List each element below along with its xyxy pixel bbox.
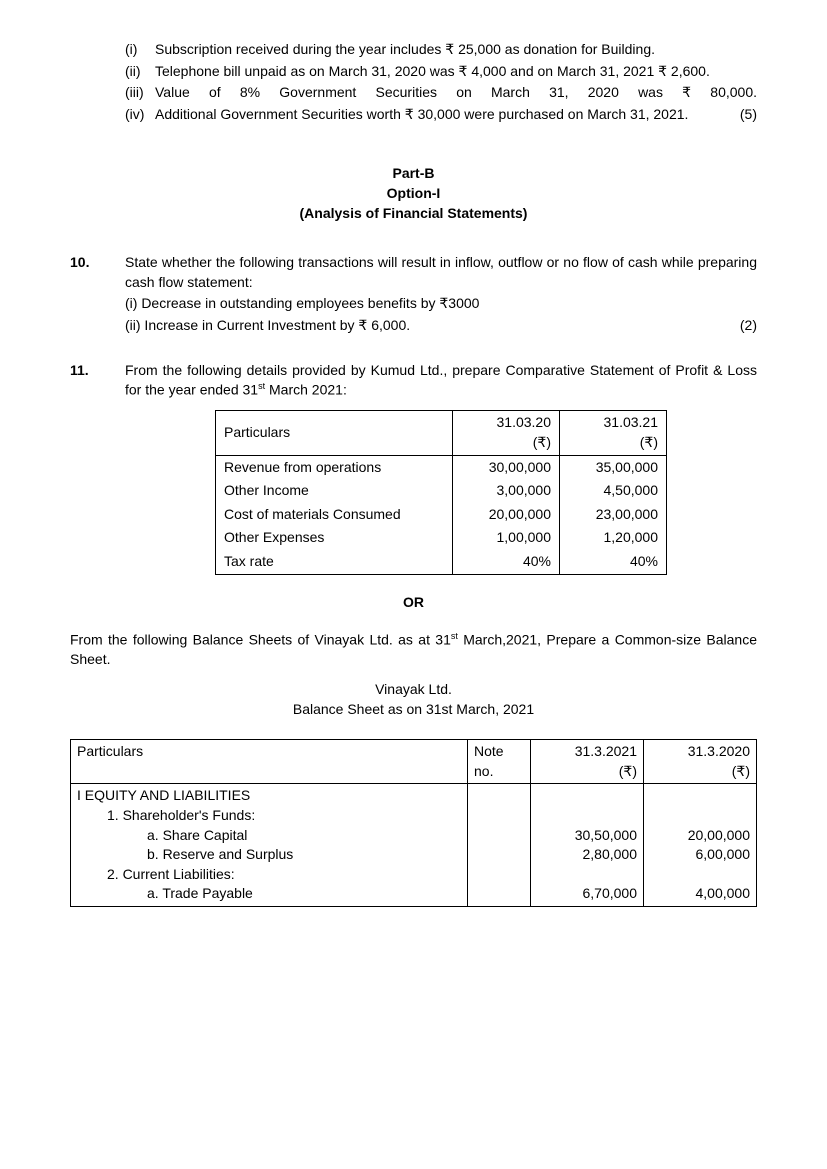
bs-note-cell (468, 784, 531, 907)
marks: (2) (740, 316, 757, 336)
table-row: Revenue from operations30,00,00035,00,00… (216, 455, 667, 479)
roman-num: (ii) (125, 62, 155, 82)
question-number: 11. (70, 361, 125, 575)
table-row: Other Income3,00,0004,50,000 (216, 479, 667, 503)
question-10: 10. State whether the following transact… (70, 253, 757, 335)
th-particulars: Particulars (216, 411, 453, 455)
table-header-row: Particulars Noteno. 31.3.2021(₹) 31.3.20… (71, 740, 757, 784)
th-2020: 31.3.2020(₹) (644, 740, 757, 784)
part-line2: Option-I (70, 184, 757, 204)
q11-alt-intro: From the following Balance Sheets of Vin… (70, 630, 757, 670)
roman-item: (i) Subscription received during the yea… (125, 40, 757, 60)
question-11: 11. From the following details provided … (70, 361, 757, 575)
bs-body-cell: I EQUITY AND LIABILITIES 1. Shareholder'… (71, 784, 468, 907)
intro-roman-list: (i) Subscription received during the yea… (125, 40, 757, 124)
table-row: I EQUITY AND LIABILITIES 1. Shareholder'… (71, 784, 757, 907)
roman-text: Telephone bill unpaid as on March 31, 20… (155, 62, 757, 82)
q10-sub1: (i) Decrease in outstanding employees be… (125, 294, 757, 314)
th-2021: 31.03.21(₹) (560, 411, 667, 455)
comparative-table: Particulars 31.03.20(₹) 31.03.21(₹) Reve… (215, 410, 667, 574)
table-row: Tax rate40%40% (216, 550, 667, 574)
question-number: 10. (70, 253, 125, 335)
th-2020: 31.03.20(₹) (453, 411, 560, 455)
q10-sub2: (ii) Increase in Current Investment by ₹… (125, 316, 757, 336)
balance-sheet-title: Vinayak Ltd. Balance Sheet as on 31st Ma… (70, 680, 757, 719)
th-note: Noteno. (468, 740, 531, 784)
roman-text: Additional Government Securities worth ₹… (155, 105, 757, 125)
question-body: From the following details provided by K… (125, 361, 757, 575)
question-body: State whether the following transactions… (125, 253, 757, 335)
table-header-row: Particulars 31.03.20(₹) 31.03.21(₹) (216, 411, 667, 455)
roman-text: Subscription received during the year in… (155, 40, 757, 60)
q10-intro: State whether the following transactions… (125, 253, 757, 292)
or-label: OR (70, 593, 757, 613)
bs-2021-cell: 30,50,000 2,80,000 6,70,000 (531, 784, 644, 907)
roman-text-wrap: Additional Government Securities worth ₹… (155, 105, 757, 125)
balance-sheet-table: Particulars Noteno. 31.3.2021(₹) 31.3.20… (70, 739, 757, 907)
th-particulars: Particulars (71, 740, 468, 784)
q11-intro: From the following details provided by K… (125, 361, 757, 401)
roman-item: (iii) Value of 8% Government Securities … (125, 83, 757, 103)
roman-text: Value of 8% Government Securities on Mar… (155, 83, 757, 103)
part-line1: Part-B (70, 164, 757, 184)
roman-num: (iv) (125, 105, 155, 125)
th-2021: 31.3.2021(₹) (531, 740, 644, 784)
part-line3: (Analysis of Financial Statements) (70, 204, 757, 224)
table-row: Cost of materials Consumed20,00,00023,00… (216, 503, 667, 527)
roman-num: (i) (125, 40, 155, 60)
roman-num: (iii) (125, 83, 155, 103)
bs-2020-cell: 20,00,000 6,00,000 4,00,000 (644, 784, 757, 907)
roman-item: (iv) Additional Government Securities wo… (125, 105, 757, 125)
table-row: Other Expenses1,00,0001,20,000 (216, 526, 667, 550)
roman-item: (ii) Telephone bill unpaid as on March 3… (125, 62, 757, 82)
part-header: Part-B Option-I (Analysis of Financial S… (70, 164, 757, 223)
marks: (5) (740, 105, 757, 125)
